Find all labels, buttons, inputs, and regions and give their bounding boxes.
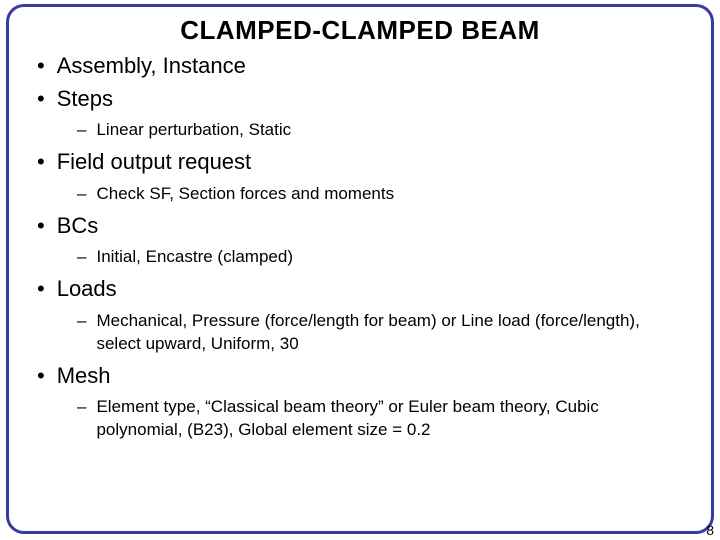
bullet-level1: • Assembly, Instance (33, 52, 687, 81)
bullet-dash-icon: – (77, 310, 86, 333)
list-item: • Loads – Mechanical, Pressure (force/le… (33, 275, 687, 355)
list-item: – Element type, “Classical beam theory” … (77, 396, 687, 442)
slide-frame: CLAMPED-CLAMPED BEAM • Assembly, Instanc… (6, 4, 714, 534)
bullet-text: Element type, “Classical beam theory” or… (96, 396, 687, 442)
slide-title: CLAMPED-CLAMPED BEAM (33, 15, 687, 46)
bullet-dash-icon: – (77, 119, 86, 142)
bullet-dot-icon: • (37, 52, 45, 81)
bullet-list: • Assembly, Instance • Steps – Linear pe… (33, 52, 687, 442)
list-item: – Linear perturbation, Static (77, 119, 687, 142)
sub-list: – Mechanical, Pressure (force/length for… (33, 310, 687, 356)
bullet-dash-icon: – (77, 396, 86, 419)
list-item: – Initial, Encastre (clamped) (77, 246, 687, 269)
bullet-level1: • Mesh (33, 362, 687, 391)
list-item: – Mechanical, Pressure (force/length for… (77, 310, 687, 356)
bullet-dot-icon: • (37, 275, 45, 304)
list-item: – Check SF, Section forces and moments (77, 183, 687, 206)
bullet-text: Initial, Encastre (clamped) (96, 246, 293, 269)
bullet-text: Check SF, Section forces and moments (96, 183, 394, 206)
bullet-dot-icon: • (37, 85, 45, 114)
bullet-text: Assembly, Instance (57, 52, 246, 81)
bullet-text: Mesh (57, 362, 111, 391)
bullet-dot-icon: • (37, 148, 45, 177)
list-item: • Mesh – Element type, “Classical beam t… (33, 362, 687, 442)
bullet-text: Field output request (57, 148, 251, 177)
bullet-dash-icon: – (77, 246, 86, 269)
list-item: • Assembly, Instance (33, 52, 687, 81)
sub-list: – Initial, Encastre (clamped) (33, 246, 687, 269)
bullet-text: BCs (57, 212, 99, 241)
bullet-text: Steps (57, 85, 113, 114)
bullet-text: Mechanical, Pressure (force/length for b… (96, 310, 687, 356)
sub-list: – Linear perturbation, Static (33, 119, 687, 142)
bullet-dash-icon: – (77, 183, 86, 206)
bullet-level1: • BCs (33, 212, 687, 241)
bullet-dot-icon: • (37, 212, 45, 241)
list-item: • Steps – Linear perturbation, Static (33, 85, 687, 143)
bullet-dot-icon: • (37, 362, 45, 391)
bullet-text: Loads (57, 275, 117, 304)
list-item: • Field output request – Check SF, Secti… (33, 148, 687, 206)
page-number: 8 (706, 522, 714, 538)
sub-list: – Element type, “Classical beam theory” … (33, 396, 687, 442)
bullet-level1: • Loads (33, 275, 687, 304)
bullet-text: Linear perturbation, Static (96, 119, 291, 142)
list-item: • BCs – Initial, Encastre (clamped) (33, 212, 687, 270)
bullet-level1: • Steps (33, 85, 687, 114)
sub-list: – Check SF, Section forces and moments (33, 183, 687, 206)
bullet-level1: • Field output request (33, 148, 687, 177)
